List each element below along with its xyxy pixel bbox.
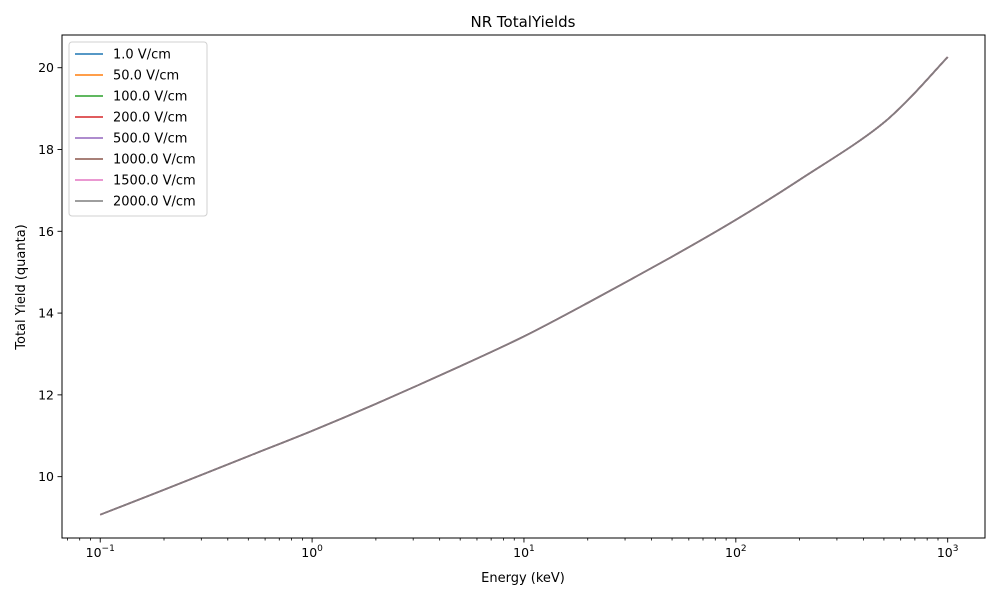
series-layer: [99, 56, 949, 516]
legend-entry-label: 100.0 V/cm: [113, 90, 187, 105]
series-line-7: [99, 56, 949, 516]
y-tick-label: 18: [38, 142, 54, 157]
legend-entry-label: 500.0 V/cm: [113, 132, 187, 147]
x-tick-label: 103: [937, 544, 959, 560]
legend-entry-label: 2000.0 V/cm: [113, 195, 196, 210]
y-tick-label: 10: [38, 469, 54, 484]
legend-entry-label: 1500.0 V/cm: [113, 174, 196, 189]
legend-entry-label: 1.0 V/cm: [113, 48, 171, 63]
legend-entry-label: 1000.0 V/cm: [113, 153, 196, 168]
x-tick-label: 100: [301, 544, 323, 560]
series-line-2: [99, 56, 949, 516]
series-line-4: [99, 56, 949, 516]
series-line-5: [99, 56, 949, 516]
x-tick-label: 102: [725, 544, 747, 560]
legend-entry-label: 200.0 V/cm: [113, 111, 187, 126]
y-tick-label: 12: [38, 387, 54, 402]
y-axis: 10 12 14 16 18 20: [38, 60, 62, 484]
y-tick-label: 16: [38, 224, 54, 239]
series-line-6: [99, 56, 949, 516]
x-axis: 10−1 100 101 102 103: [67, 538, 959, 560]
series-line-3: [99, 56, 949, 516]
x-axis-label: Energy (keV): [481, 571, 565, 586]
y-tick-label: 20: [38, 60, 54, 75]
y-tick-label: 14: [38, 306, 54, 321]
y-axis-label: Total Yield (quanta): [14, 224, 29, 350]
plot-frame: [61, 34, 986, 539]
chart-title: NR TotalYields: [471, 13, 576, 31]
x-tick-label: 10−1: [86, 544, 115, 560]
series-line-1: [99, 56, 949, 516]
series-line-0: [99, 56, 949, 516]
legend-entry-label: 50.0 V/cm: [113, 69, 179, 84]
legend: 1.0 V/cm 50.0 V/cm 100.0 V/cm 200.0 V/cm 500…: [68, 41, 208, 217]
x-tick-label: 101: [513, 544, 535, 560]
legend-box: [68, 41, 208, 217]
